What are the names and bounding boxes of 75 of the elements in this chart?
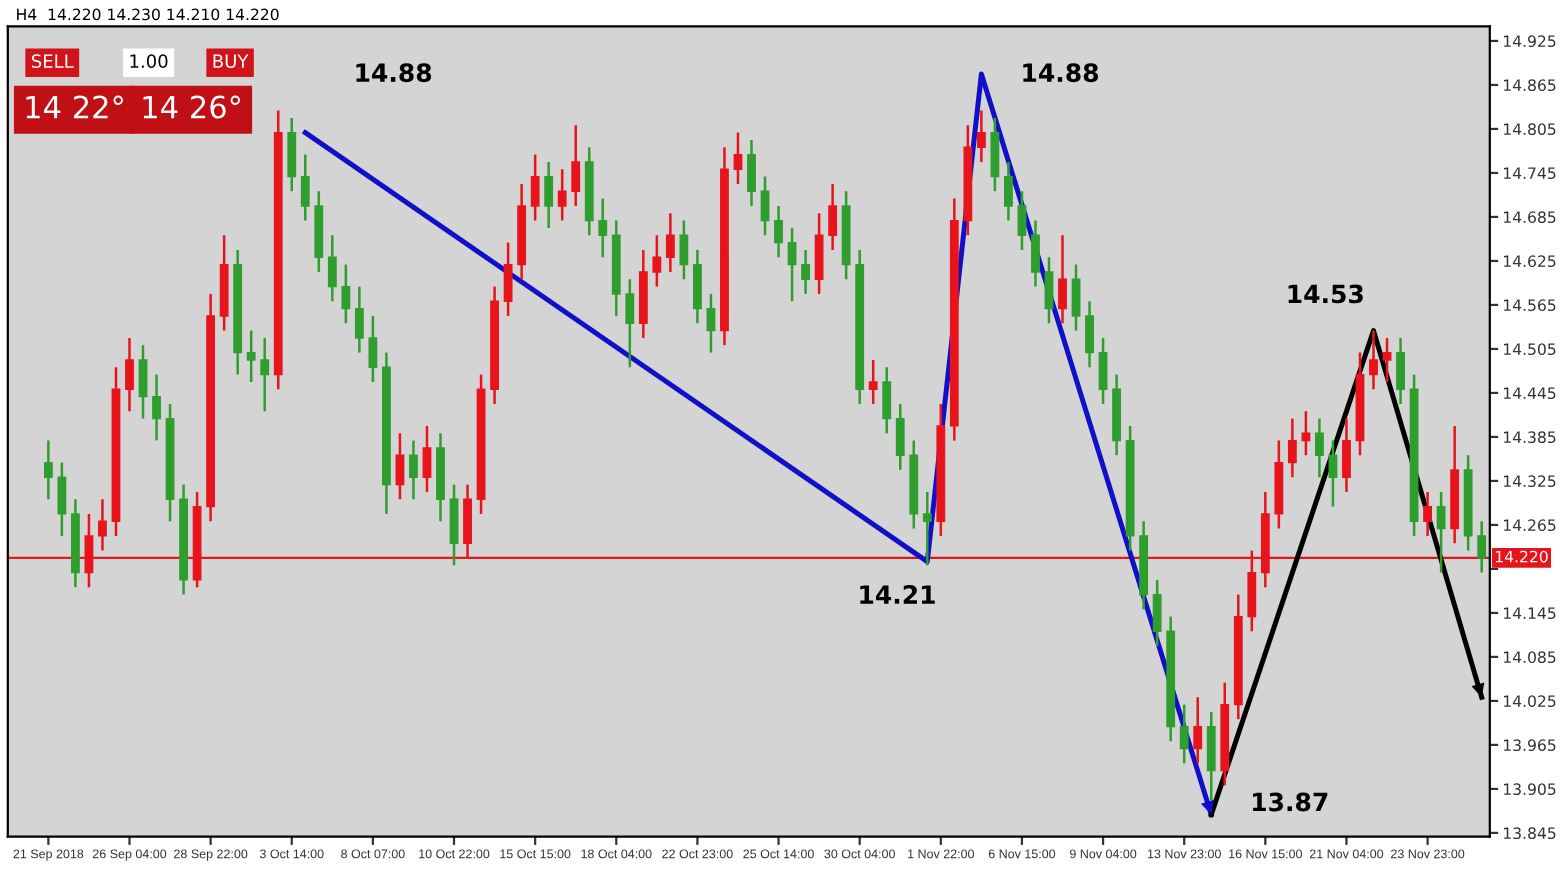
candlestick [976,109,986,164]
annotation: 14 22° [26,95,123,119]
candlestick [1328,439,1338,508]
candlestick [530,153,540,222]
candlestick [652,234,662,288]
candlestick [354,285,364,354]
candlestick [787,226,797,303]
candlestick [990,116,1000,193]
candlestick [1369,329,1378,391]
candlestick [571,124,581,208]
candlestick [327,234,337,303]
annotation: 14 26° [143,95,241,119]
candlestick [557,168,567,222]
candlestick [1098,336,1108,406]
candlestick [1396,336,1405,406]
candlestick [544,160,554,230]
candlestick [1423,490,1433,538]
candlestick [922,490,932,567]
candlestick [1287,417,1297,479]
candlestick [625,278,635,369]
candlestick [125,336,134,413]
candlestick [868,358,878,406]
candlestick [1085,300,1094,369]
candlestick [368,314,378,384]
candlestick [733,131,743,186]
candlestick [1382,336,1392,384]
candlestick [1436,490,1446,574]
candlestick [1004,160,1013,222]
candlestick [1301,410,1311,457]
candlestick [409,439,418,501]
candlestick [341,263,351,325]
candlestick [503,241,513,318]
annotation: 14.53 [1288,284,1363,304]
candlestick [449,483,459,567]
candlestick [1071,263,1081,332]
annotation: BUY [213,54,249,68]
candlestick [1477,520,1487,574]
annotation: SELL [31,54,74,68]
candlestick [1206,710,1216,802]
candlestick [138,344,148,420]
candlestick [1179,703,1189,765]
annotation: 1.00 [130,54,168,68]
candlestick [1044,256,1054,325]
candlestick [246,329,256,384]
candlestick [422,424,432,494]
candlestick [152,373,161,442]
candlestick [287,116,297,193]
candlestick [747,138,756,208]
candlestick [98,498,107,552]
candlestick [1342,417,1351,494]
candlestick [57,461,67,538]
annotation: 14.88 [1023,63,1099,83]
candlestick [300,153,310,222]
candlestick [814,212,824,296]
candlestick [706,292,716,354]
candlestick [895,402,905,472]
candlestick [693,248,702,325]
candlestick [882,366,892,435]
candlestick [774,204,783,259]
candlestick [679,219,689,281]
candlestick [598,197,608,259]
candlestick [1193,696,1203,765]
candlestick [1152,578,1162,648]
candlestick [665,212,675,274]
candlestick [801,248,811,296]
annotation: 14.88 [356,63,432,83]
candlestick [1058,234,1067,325]
candlestick [43,439,53,501]
annotation: 14.21 [860,585,935,604]
candlestick [260,336,270,413]
candlestick [828,182,838,252]
candlestick [1031,219,1040,288]
candlestick [1017,190,1027,252]
annotation: 13.87 [1253,792,1328,812]
candlestick [1315,417,1324,479]
